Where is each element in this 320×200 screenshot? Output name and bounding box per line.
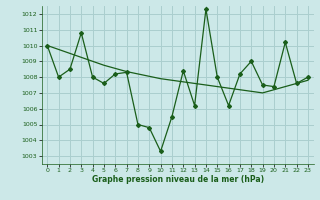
X-axis label: Graphe pression niveau de la mer (hPa): Graphe pression niveau de la mer (hPa)	[92, 175, 264, 184]
